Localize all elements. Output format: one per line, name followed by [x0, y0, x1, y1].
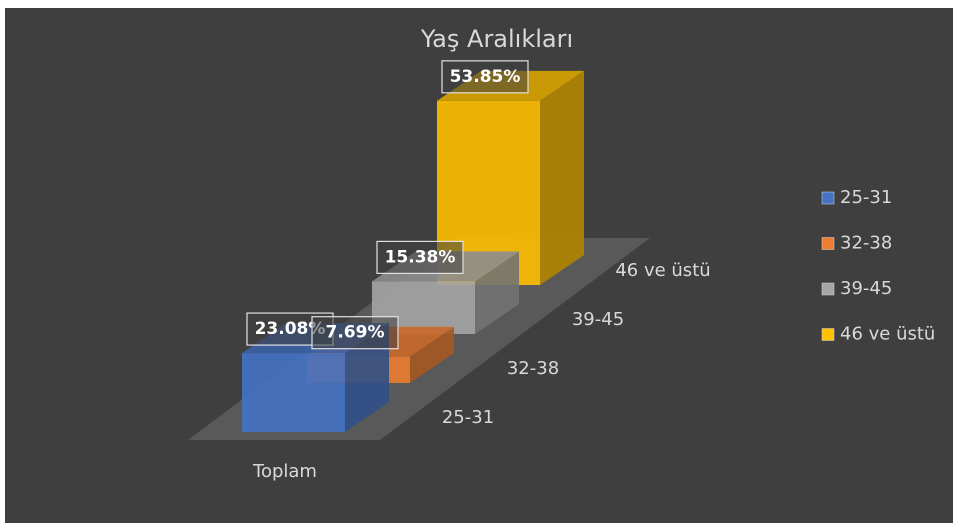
- bar-side: [410, 326, 454, 383]
- value-label-box: [311, 316, 399, 350]
- legend-label: 25-31: [840, 187, 892, 208]
- legend-label: 39-45: [840, 278, 892, 299]
- depth-axis-label: 39-45: [572, 309, 624, 330]
- value-label-box: [376, 240, 464, 275]
- value-label: 15.38%: [385, 247, 456, 267]
- legend-label: 46 ve üstü: [840, 324, 935, 345]
- value-label: 7.69%: [326, 323, 385, 343]
- category-label: Toplam: [252, 461, 317, 482]
- chart-title: Yaş Aralıkları: [420, 25, 573, 53]
- bar-front: [242, 353, 345, 432]
- legend-swatch: [821, 237, 835, 250]
- bar-side: [540, 70, 584, 285]
- depth-axis-label: 32-38: [507, 358, 559, 379]
- value-label: 23.08%: [255, 319, 326, 339]
- depth-axis-label: 46 ve üstü: [615, 260, 710, 281]
- legend-label: 32-38: [840, 233, 892, 254]
- legend-swatch: [821, 328, 835, 341]
- legend-swatch: [821, 282, 835, 296]
- bar-front: [437, 100, 540, 285]
- legend-swatch: [821, 191, 835, 205]
- bar-side: [475, 251, 519, 334]
- value-label-box: [441, 60, 529, 94]
- depth-axis-label: 25-31: [442, 407, 494, 428]
- value-label: 53.85%: [450, 67, 521, 87]
- bar-side: [345, 323, 389, 432]
